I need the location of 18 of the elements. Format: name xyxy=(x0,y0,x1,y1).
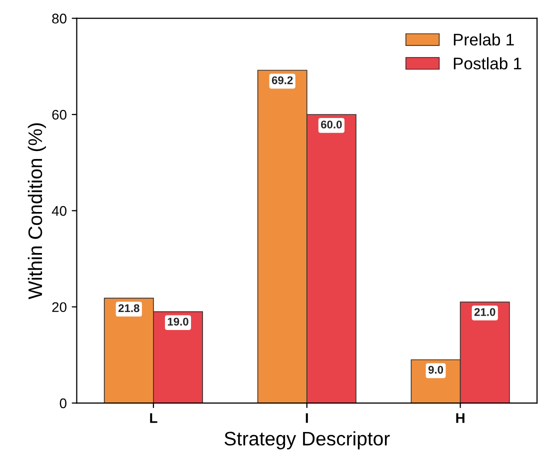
legend-label: Prelab 1 xyxy=(454,33,514,46)
y-tick-label: 60 xyxy=(52,110,66,120)
y-tick-label: 40 xyxy=(52,206,66,216)
legend-label: Postlab 1 xyxy=(454,57,522,70)
data-label: 19.0 xyxy=(168,318,188,326)
x-tick-label: I xyxy=(306,413,308,423)
y-tick-label: 80 xyxy=(52,14,66,24)
x-axis-title: Strategy Descriptor xyxy=(224,431,390,450)
data-label: 69.2 xyxy=(272,76,293,84)
y-tick-label: 20 xyxy=(52,302,66,312)
x-tick-label: H xyxy=(456,413,464,423)
data-label: 21.0 xyxy=(474,308,496,316)
y-axis-title: Within Condition (%) xyxy=(28,123,46,300)
x-tick-label: L xyxy=(150,413,158,423)
data-label: 21.8 xyxy=(118,304,140,312)
data-label: 60.0 xyxy=(321,120,342,128)
y-tick-label: 0 xyxy=(60,398,66,408)
data-label: 9.0 xyxy=(428,366,444,374)
